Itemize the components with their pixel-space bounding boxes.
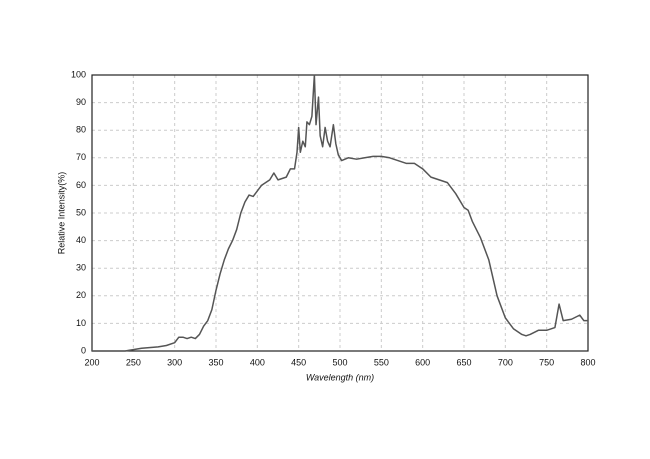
y-tick-label: 10 xyxy=(76,318,86,328)
spectrum-line xyxy=(92,74,588,352)
x-tick-label: 550 xyxy=(374,357,389,367)
y-tick-label: 100 xyxy=(71,69,86,79)
x-tick-label: 350 xyxy=(208,357,223,367)
x-tick-label: 400 xyxy=(250,357,265,367)
y-tick-label: 30 xyxy=(76,263,86,273)
y-axis-title: Relative Intensity(%) xyxy=(56,172,66,255)
x-tick-label: 750 xyxy=(539,357,554,367)
y-tick-label: 60 xyxy=(76,180,86,190)
x-tick-label: 250 xyxy=(126,357,141,367)
y-tick-label: 90 xyxy=(76,97,86,107)
x-tick-label: 500 xyxy=(332,357,347,367)
x-tick-label: 700 xyxy=(498,357,513,367)
y-tick-label: 20 xyxy=(76,290,86,300)
y-tick-label: 0 xyxy=(81,345,86,355)
x-tick-label: 450 xyxy=(291,357,306,367)
x-tick-label: 600 xyxy=(415,357,430,367)
x-tick-label: 200 xyxy=(84,357,99,367)
y-tick-label: 70 xyxy=(76,152,86,162)
x-tick-label: 650 xyxy=(456,357,471,367)
y-tick-label: 80 xyxy=(76,125,86,135)
x-tick-label: 800 xyxy=(580,357,595,367)
y-tick-label: 50 xyxy=(76,207,86,217)
y-tick-label: 40 xyxy=(76,235,86,245)
plot-frame xyxy=(91,74,589,352)
x-axis-title: Wavelength (nm) xyxy=(306,372,374,382)
x-tick-label: 300 xyxy=(167,357,182,367)
